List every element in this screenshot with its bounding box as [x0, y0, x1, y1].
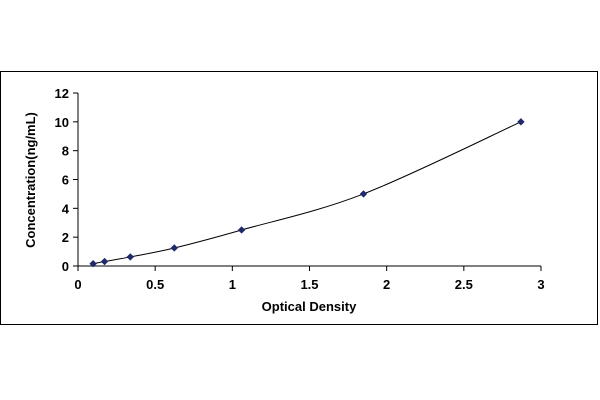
data-points — [89, 118, 525, 268]
data-point — [359, 190, 368, 198]
axes — [77, 93, 541, 267]
data-point — [237, 226, 246, 234]
y-tick-label: 6 — [62, 173, 69, 188]
y-tick-label: 4 — [62, 201, 70, 216]
x-tick-label: 1 — [229, 277, 236, 292]
y-tick-label: 8 — [62, 144, 69, 159]
fit-curve — [93, 121, 522, 265]
data-point — [126, 253, 135, 261]
y-tick-label: 0 — [62, 259, 69, 274]
y-tick-label: 12 — [55, 86, 69, 101]
ticks: 0 0.5 1 1.5 2 2.5 3 0 2 4 6 8 10 12 — [55, 86, 545, 292]
data-point — [100, 257, 109, 266]
y-tick-label: 2 — [62, 230, 69, 245]
x-axis-title: Optical Density — [262, 299, 357, 314]
y-tick-label: 10 — [55, 115, 69, 130]
x-tick-label: 3 — [537, 277, 544, 292]
data-point — [170, 244, 179, 252]
fit-curve-layer — [93, 121, 522, 265]
data-point — [89, 259, 97, 268]
x-tick-label: 2.5 — [455, 277, 473, 292]
x-tick-label: 0.5 — [146, 277, 164, 292]
x-tick-label: 0 — [74, 277, 81, 292]
chart-frame — [0, 71, 598, 325]
x-tick-label: 1.5 — [300, 277, 318, 292]
x-tick-label: 2 — [383, 277, 390, 292]
y-axis-title: Concentration(ng/mL) — [23, 112, 38, 248]
data-point — [517, 118, 525, 126]
